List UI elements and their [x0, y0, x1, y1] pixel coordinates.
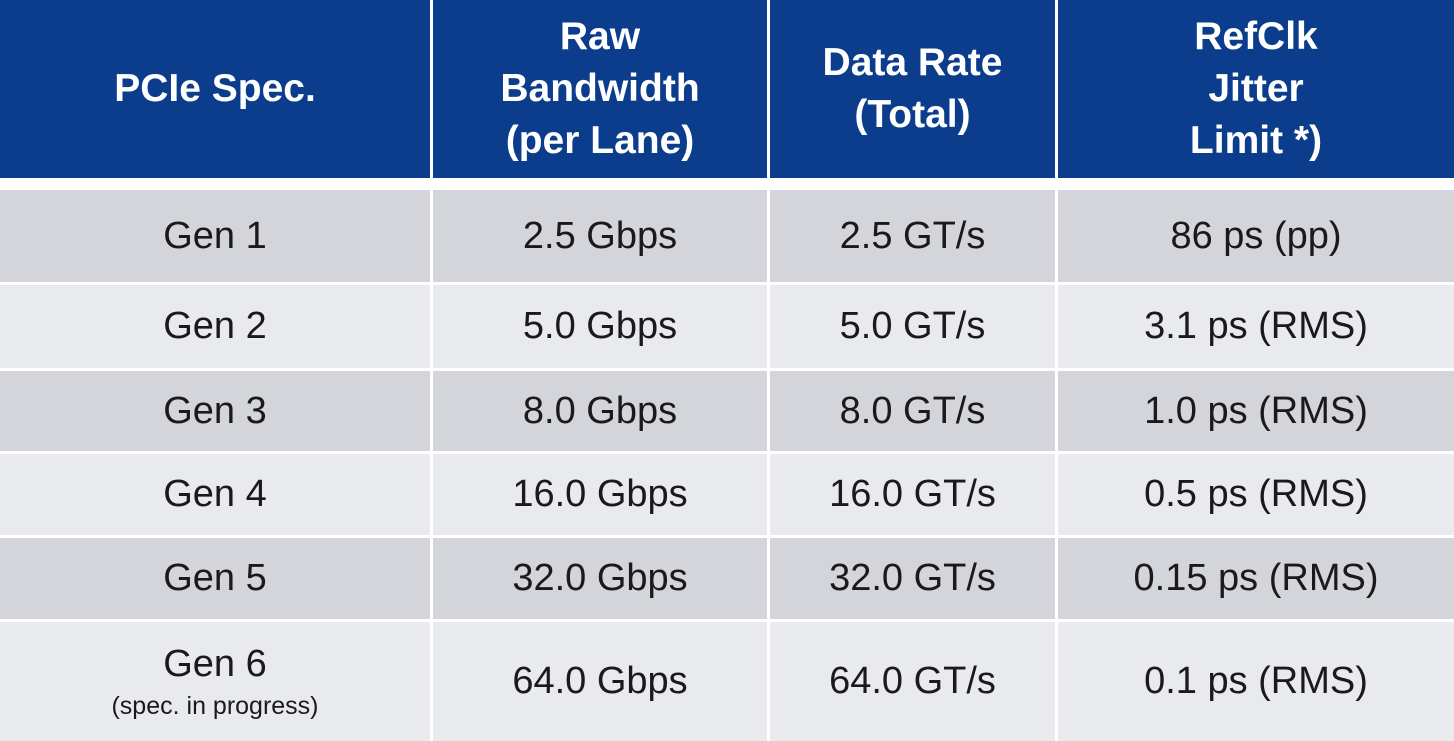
table-cell: Gen 4 [0, 454, 430, 535]
table-cell: 16.0 Gbps [433, 454, 767, 535]
header-line: Bandwidth [500, 67, 700, 110]
header-line: Jitter [1208, 67, 1304, 110]
header-line: RefClk [1194, 15, 1318, 58]
header-line: Limit *) [1189, 119, 1323, 162]
cell-text: 5.0 Gbps [522, 305, 678, 347]
table-cell: 0.15 ps (RMS) [1058, 538, 1454, 619]
header-line: Raw [559, 15, 641, 58]
cell-text: 2.5 Gbps [522, 214, 678, 257]
table-cell: 8.0 GT/s [770, 371, 1055, 451]
cell-text: 16.0 GT/s [829, 473, 996, 515]
cell-text: Gen 3 [163, 389, 267, 432]
table-cell: 8.0 Gbps [433, 371, 767, 451]
header-line: (Total) [854, 93, 971, 136]
cell-text: 64.0 Gbps [512, 660, 688, 702]
table-cell: 64.0 Gbps [433, 622, 767, 741]
table-cell: 86 ps (pp) [1058, 190, 1454, 282]
table-cell: 1.0 ps (RMS) [1058, 371, 1454, 451]
cell-text: 0.5 ps (RMS) [1144, 473, 1368, 515]
table-cell: 2.5 GT/s [770, 190, 1055, 282]
table-cell: Gen 6 (spec. in progress) [0, 622, 430, 741]
header-line: PCIe Spec. [114, 67, 316, 110]
header-line: Data Rate [822, 41, 1003, 84]
cell-text: 3.1 ps (RMS) [1144, 305, 1368, 347]
header-cell: Data Rate (Total) [770, 0, 1055, 178]
header-cell: RefClk Jitter Limit *) [1058, 0, 1454, 178]
cell-text: 0.15 ps (RMS) [1133, 557, 1379, 599]
cell-text: 0.1 ps (RMS) [1144, 660, 1368, 702]
cell-text: 16.0 Gbps [512, 473, 688, 515]
cell-note: (spec. in progress) [111, 691, 319, 720]
table-cell: Gen 3 [0, 371, 430, 451]
cell-text: 32.0 Gbps [512, 557, 688, 599]
cell-text: Gen 6 [163, 642, 267, 685]
table-cell: 0.1 ps (RMS) [1058, 622, 1454, 741]
header-cell: PCIe Spec. [0, 0, 430, 178]
table-cell: Gen 5 [0, 538, 430, 619]
table-cell: Gen 1 [0, 190, 430, 282]
cell-text: Gen 2 [163, 305, 267, 347]
cell-text: Gen 1 [163, 214, 267, 257]
table-cell: 3.1 ps (RMS) [1058, 285, 1454, 368]
cell-text: 86 ps (pp) [1170, 214, 1342, 257]
table-cell: 5.0 Gbps [433, 285, 767, 368]
cell-text: Gen 4 [163, 473, 267, 515]
cell-text: 8.0 GT/s [839, 389, 986, 432]
cell-text: 2.5 GT/s [839, 214, 986, 257]
cell-text: 8.0 Gbps [522, 389, 678, 432]
cell-text: 32.0 GT/s [829, 557, 996, 599]
cell-text: 1.0 ps (RMS) [1144, 389, 1368, 432]
header-cell: Raw Bandwidth (per Lane) [433, 0, 767, 178]
table-cell: Gen 2 [0, 285, 430, 368]
table-cell: 32.0 GT/s [770, 538, 1055, 619]
table-cell: 0.5 ps (RMS) [1058, 454, 1454, 535]
table-cell: 64.0 GT/s [770, 622, 1055, 741]
cell-text: 5.0 GT/s [839, 305, 986, 347]
table-cell: 16.0 GT/s [770, 454, 1055, 535]
cell-text: Gen 5 [163, 557, 267, 599]
table-cell: 2.5 Gbps [433, 190, 767, 282]
table-cell: 5.0 GT/s [770, 285, 1055, 368]
cell-text: 64.0 GT/s [829, 660, 996, 702]
table-cell: 32.0 Gbps [433, 538, 767, 619]
header-line: (per Lane) [505, 119, 695, 162]
